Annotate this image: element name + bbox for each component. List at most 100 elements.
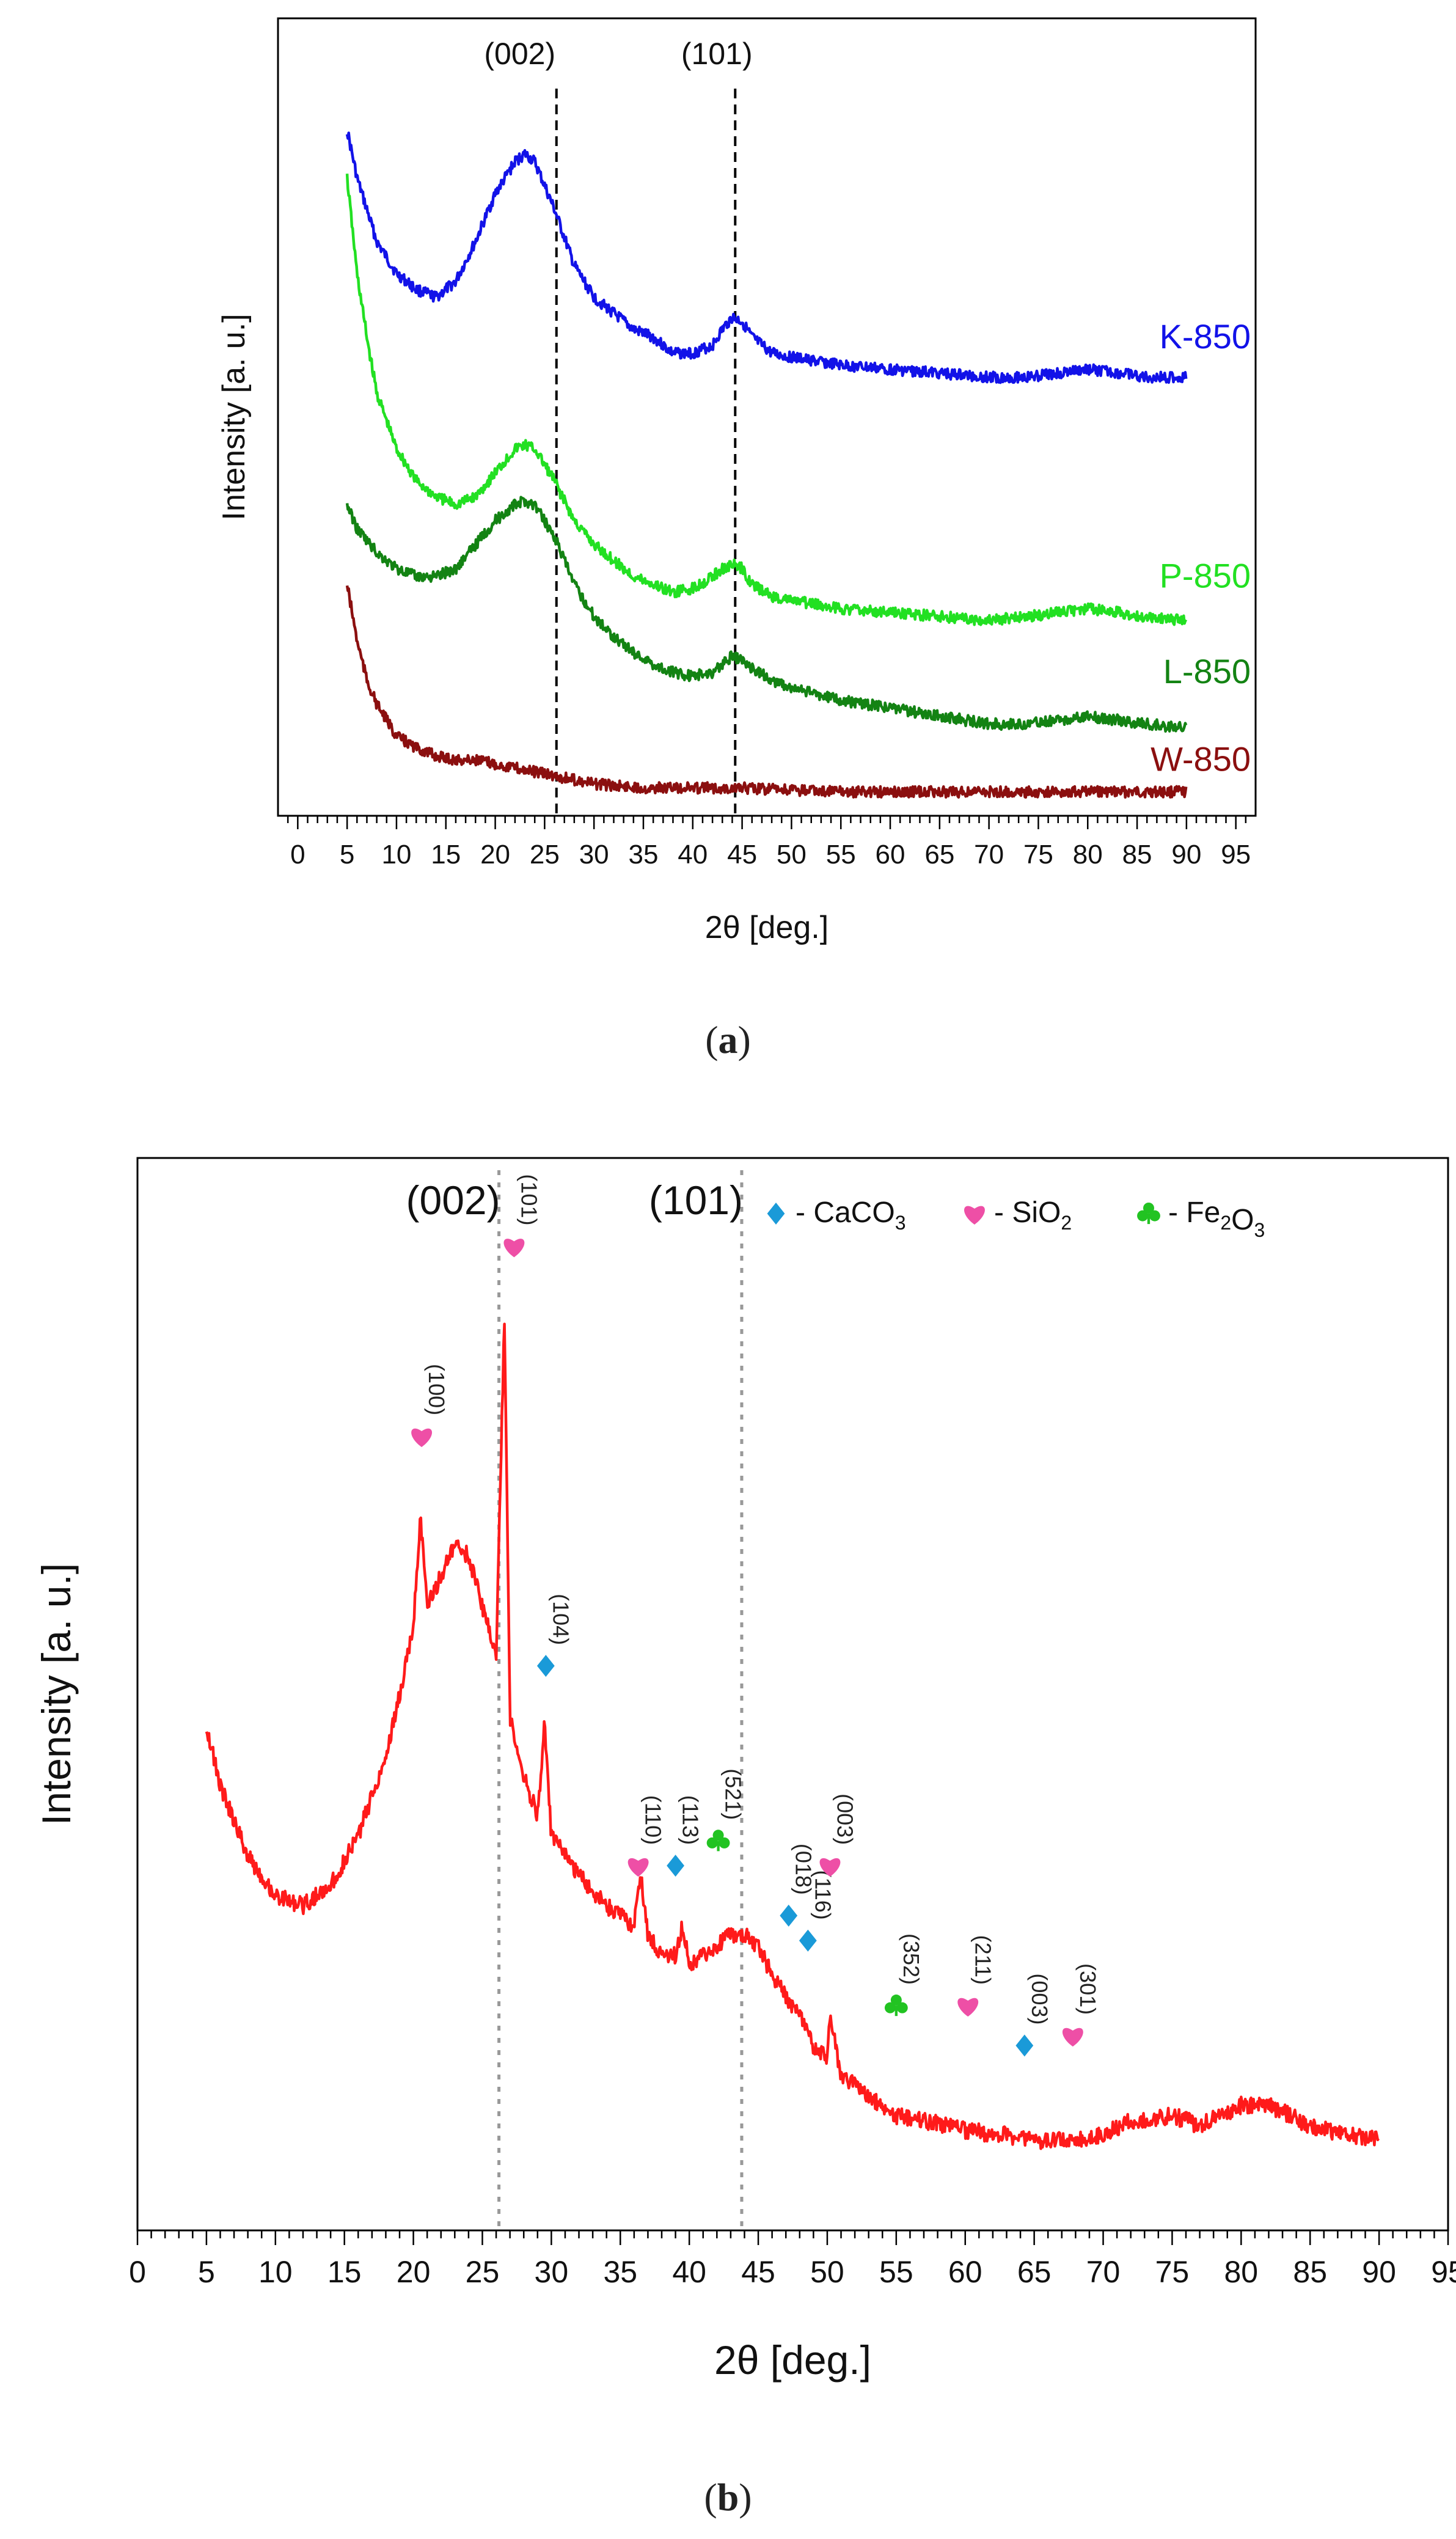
peak-marker-fe2o3: [884, 1995, 908, 2017]
series-line-k-850: [345, 131, 1188, 384]
series-label-w-850: W-850: [1151, 740, 1251, 779]
peak-hkl-label: (003): [832, 1793, 857, 1845]
x-tick-label-b: 75: [1155, 2255, 1190, 2289]
peak-marker-fe2o3-lobe-right: [719, 1837, 730, 1848]
legend-symbol-club-lobe-right: [1149, 1210, 1160, 1222]
x-tick-label-a: 20: [480, 840, 510, 870]
legend-entry-2: - Fe2O3: [1168, 1196, 1265, 1241]
x-tick-label-b: 80: [1224, 2255, 1259, 2289]
peak-marker-fe2o3: [706, 1830, 730, 1852]
x-tick-label-b: 95: [1431, 2255, 1456, 2289]
peak-hkl-label: (003): [1027, 1973, 1052, 2024]
series-label-p-850: P-850: [1160, 557, 1251, 595]
x-tick-label-a: 40: [678, 840, 708, 870]
x-tick-label-a: 90: [1171, 840, 1201, 870]
x-tick-label-b: 55: [879, 2255, 913, 2289]
x-tick-label-a: 25: [530, 840, 560, 870]
x-tick-label-a: 60: [876, 840, 905, 870]
x-tick-label-b: 25: [466, 2255, 500, 2289]
peak-marker-sio2: [1062, 2028, 1083, 2047]
peak-marker-fe2o3-lobe-top: [712, 1830, 724, 1841]
x-tick-label-b: 35: [603, 2255, 637, 2289]
x-tick-label-b: 70: [1086, 2255, 1121, 2289]
x-tick-label-a: 75: [1023, 840, 1053, 870]
peak-marker-caco3: [536, 1655, 555, 1677]
legend-text: - SiO: [994, 1196, 1061, 1229]
chart-a: 0 5 10 15 20 25 30 35 40 45 50 55 60 65 70 75 80 85 90 95 2θ…: [216, 17, 1257, 945]
peak-hkl-label: (211): [970, 1935, 995, 1985]
x-tick-label-a: 30: [579, 840, 609, 870]
peak-marker-caco3: [1015, 2034, 1034, 2057]
legend-symbol-club-lobe-left: [1137, 1210, 1149, 1222]
x-tick-label-a: 70: [974, 840, 1004, 870]
peak-marker-fe2o3-stem: [717, 1841, 720, 1852]
peak-hkl-label: (100): [424, 1364, 449, 1415]
legend-entry-1: - SiO2: [994, 1196, 1072, 1234]
peak-marker-caco3: [667, 1855, 684, 1877]
legend-symbol-club-stem: [1147, 1214, 1151, 1225]
reference-label-a: (101): [681, 37, 753, 71]
peak-marker-sio2: [627, 1858, 649, 1877]
legend-symbol-heart: [964, 1206, 985, 1225]
plot-frame-a: [277, 17, 1257, 817]
caption-b: (b): [704, 2475, 752, 2519]
x-tick-label-a: 65: [924, 840, 954, 870]
x-tick-label-a: 0: [290, 840, 305, 870]
reference-label-a: (002): [484, 37, 555, 71]
legend-text: O: [1231, 1204, 1254, 1236]
series-line-l-850: [345, 496, 1188, 733]
peak-marker-fe2o3-lobe-right: [896, 2002, 908, 2013]
x-tick-label-a: 45: [727, 840, 757, 870]
peak-hkl-label: (101): [516, 1174, 541, 1225]
x-tick-label-b: 85: [1293, 2255, 1327, 2289]
x-tick-label-b: 90: [1362, 2255, 1396, 2289]
peak-hkl-label: (018): [791, 1844, 816, 1895]
plot-frame-b: [136, 1157, 1449, 2232]
x-tick-label-a: 15: [431, 840, 461, 870]
series-line-w-850: [345, 585, 1188, 799]
x-tick-label-b: 15: [327, 2255, 362, 2289]
x-axis-label-a: 2θ [deg.]: [705, 910, 829, 945]
peak-marker-sio2: [411, 1428, 433, 1448]
legend-text: - Fe: [1168, 1196, 1220, 1229]
x-tick-label-b: 65: [1017, 2255, 1052, 2289]
peak-marker-sio2: [957, 1998, 979, 2017]
x-tick-label-b: 20: [397, 2255, 431, 2289]
y-axis-label-a: Intensity [a. u.]: [216, 313, 252, 520]
x-tick-label-a: 80: [1073, 840, 1103, 870]
x-tick-label-a: 50: [777, 840, 807, 870]
x-tick-label-b: 50: [810, 2255, 844, 2289]
peak-hkl-label: (113): [678, 1795, 703, 1845]
series-label-k-850: K-850: [1160, 317, 1251, 356]
legend-symbol-diamond: [767, 1203, 785, 1225]
x-tick-label-b: 10: [258, 2255, 293, 2289]
peak-hkl-label: (104): [548, 1594, 573, 1645]
legend-entry-0: - CaCO3: [796, 1196, 905, 1234]
x-tick-label-a: 10: [381, 840, 411, 870]
peak-hkl-label: (352): [899, 1933, 924, 1985]
x-tick-label-a: 95: [1221, 840, 1251, 870]
series-line-p-850: [345, 174, 1188, 626]
legend-symbol-club: [1137, 1203, 1160, 1225]
legend-text: - CaCO: [796, 1196, 895, 1229]
x-axis-label-b: 2θ [deg.]: [714, 2337, 871, 2383]
legend-subscript: 3: [895, 1212, 906, 1234]
peak-hkl-label: (301): [1075, 1963, 1100, 2015]
peak-marker-caco3: [799, 1929, 817, 1952]
peak-marker-fe2o3-stem: [894, 2006, 898, 2017]
peak-marker-fe2o3-lobe-top: [890, 1995, 902, 2006]
x-tick-label-b: 0: [129, 2255, 146, 2289]
x-tick-label-a: 35: [629, 840, 659, 870]
x-tick-label-a: 55: [826, 840, 856, 870]
x-tick-label-a: 5: [340, 840, 354, 870]
caption-a: (a): [705, 1018, 751, 1061]
x-tick-label-b: 30: [535, 2255, 569, 2289]
x-tick-label-a: 85: [1122, 840, 1152, 870]
legend-symbol-club-lobe-top: [1143, 1203, 1154, 1214]
x-tick-label-b: 45: [741, 2255, 775, 2289]
peak-hkl-label: (521): [721, 1768, 746, 1820]
peak-hkl-label: (110): [641, 1795, 666, 1845]
chart-b: 0 5 10 15 20 25 30 35 40 45 50 55 60 65 70 75 80 85 90 95 2θ…: [34, 1157, 1456, 2383]
peak-marker-fe2o3-lobe-left: [706, 1837, 718, 1848]
